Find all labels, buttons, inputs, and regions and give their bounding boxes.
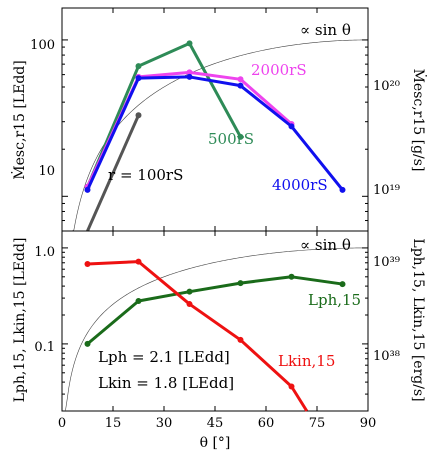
x-tick-label-1: 15 [105, 416, 122, 431]
label-2000rs: 2000rS [251, 61, 307, 79]
top-y-tick-label-10: 10 [38, 164, 55, 179]
top-right-axis-label: Ṁesc,r15 [g/s] [410, 69, 428, 172]
bottom-series-1-point-4 [288, 383, 295, 390]
top-series-0-point-1 [135, 112, 142, 119]
label-lkin15: Lkin,15 [278, 352, 335, 370]
bottom-right-tick-label-1e38: 10³⁸ [373, 349, 400, 364]
x-tick-label-5: 75 [309, 416, 326, 431]
top-series-1-point-3 [237, 133, 244, 140]
bottom-series-1-point-3 [237, 336, 244, 343]
bottom-reference-curve [65, 247, 369, 412]
bottom-right-tick-label-1e39: 10³⁹ [373, 255, 400, 270]
top-right-tick-label-1e20: 10²⁰ [373, 79, 400, 94]
bottom-series-0-point-0 [84, 340, 91, 347]
x-tick-label-2: 30 [156, 416, 173, 431]
top-series-3-point-0 [84, 186, 91, 193]
top-series-3-point-1 [135, 75, 142, 82]
bottom-series-group [84, 258, 346, 412]
bottom-series-1-point-2 [186, 301, 193, 308]
top-right-tick-label-1e19: 10¹⁹ [373, 183, 400, 198]
annotation-lph: Lph = 2.1 [LEdd] [98, 348, 230, 366]
bottom-series-0-point-2 [186, 288, 193, 295]
label-500rs: 500rS [208, 130, 254, 148]
bottom-series-1-point-0 [84, 260, 91, 267]
top-series-3-point-3 [237, 82, 244, 89]
bottom-right-axis-label: Lph,15, Lkin,15 [erg/s] [410, 238, 426, 401]
bottom-series-0-point-3 [237, 280, 244, 287]
label-lph15: Lph,15 [308, 291, 361, 309]
bottom-series-line-0 [86, 275, 343, 346]
bottom-ticks-group [61, 231, 369, 412]
bottom-series-0-point-1 [135, 297, 142, 304]
top-plot-frame [61, 7, 369, 232]
bottom-series-0-point-5 [339, 281, 346, 288]
top-series-2-point-2 [186, 69, 193, 76]
x-tick-label-3: 45 [207, 416, 224, 431]
top-series-line-3 [86, 75, 344, 191]
top-y-tick-label-100: 100 [30, 38, 55, 53]
top-ticks-group [61, 8, 369, 232]
bottom-series-0-point-4 [288, 273, 295, 280]
x-tick-label-6: 90 [360, 416, 377, 431]
bottom-series-line-1 [87, 260, 309, 412]
bottom-y-axis-label: Lph,15, Lkin,15 [LEdd] [12, 238, 28, 403]
label-100rs: r = 100rS [108, 166, 183, 184]
top-y-axis-label: Ṁesc,r15 [LEdd] [10, 60, 28, 179]
annotation-lkin: Lkin = 1.8 [LEdd] [98, 374, 234, 392]
top-series-line-0 [86, 114, 140, 232]
top-series-1-point-2 [186, 40, 193, 47]
top-series-2-point-3 [237, 76, 244, 83]
top-series-3-point-2 [186, 73, 193, 80]
x-tick-label-4: 60 [258, 416, 275, 431]
bottom-y-tick-label-1: 1.0 [34, 245, 55, 260]
top-sin-label: ∝ sin θ [300, 21, 351, 39]
top-series-line-1 [86, 41, 242, 188]
top-series-group [84, 40, 346, 232]
bottom-sin-label: ∝ sin θ [300, 236, 351, 254]
bottom-y-tick-label-0.1: 0.1 [34, 340, 55, 355]
top-panel: 100 10 10²⁰ 10¹⁹ Ṁesc,r15 [LEdd] Ṁesc,r1… [10, 7, 428, 232]
label-4000rs: 4000rS [272, 176, 328, 194]
top-series-3-point-5 [339, 186, 346, 193]
bottom-series-1-point-1 [135, 258, 142, 265]
top-series-1-point-1 [135, 63, 142, 70]
bottom-panel: 1.0 0.1 10³⁹ 10³⁸ Lph,15, Lkin,15 [LEdd]… [12, 230, 426, 412]
top-series-3-point-4 [288, 123, 295, 130]
x-tick-labels-group: 0 15 30 45 60 75 90 [58, 416, 376, 431]
x-axis-label: θ [°] [200, 435, 231, 451]
x-tick-label-0: 0 [58, 416, 66, 431]
